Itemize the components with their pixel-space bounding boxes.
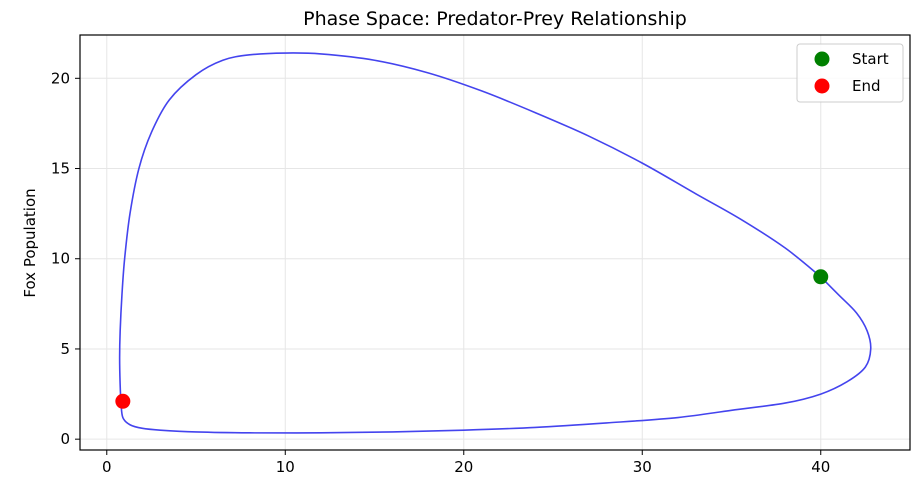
legend-start-marker [814, 51, 830, 67]
y-tick-label: 10 [51, 250, 70, 268]
legend-end-label: End [852, 77, 881, 95]
grid [80, 35, 910, 450]
legend-start-label: Start [852, 50, 889, 68]
x-tick-label: 20 [454, 458, 473, 476]
trajectory-line [118, 52, 872, 434]
end-point-marker [115, 393, 131, 409]
y-tick-label: 5 [60, 340, 70, 358]
y-tick-label: 0 [60, 430, 70, 448]
legend-end-marker [814, 78, 830, 94]
start-point-marker [813, 269, 829, 285]
legend: Start End [796, 43, 904, 103]
x-tick-label: 40 [811, 458, 830, 476]
chart-title: Phase Space: Predator-Prey Relationship [303, 8, 687, 30]
y-tick-label: 15 [51, 160, 70, 178]
plot-frame [79, 34, 911, 451]
x-tick-label: 30 [633, 458, 652, 476]
x-tick-label: 10 [276, 458, 295, 476]
markers [115, 269, 829, 409]
x-tick-label: 0 [102, 458, 112, 476]
y-axis-label: Fox Population [21, 188, 39, 297]
y-tick-label: 20 [51, 69, 70, 87]
axis-ticks: 0 10 20 30 40 0 5 10 15 20 [51, 69, 830, 476]
